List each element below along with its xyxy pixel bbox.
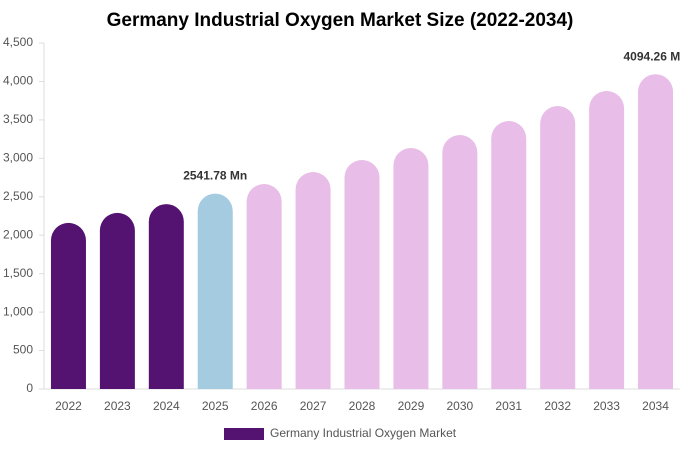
x-tick-label: 2027 — [300, 399, 327, 413]
chart-title: Germany Industrial Oxygen Market Size (2… — [107, 10, 574, 31]
bar — [197, 193, 233, 389]
x-tick-label: 2022 — [55, 399, 82, 413]
x-tick-label: 2028 — [349, 399, 376, 413]
bar — [638, 74, 674, 389]
y-tick-label: 3,000 — [3, 151, 33, 165]
y-tick-label: 0 — [26, 381, 33, 395]
x-tick-label: 2034 — [642, 399, 669, 413]
x-tick-label: 2024 — [153, 399, 180, 413]
x-tick-label: 2023 — [104, 399, 131, 413]
y-tick-label: 4,500 — [3, 35, 33, 49]
x-tick-label: 2025 — [202, 399, 229, 413]
legend-label: Germany Industrial Oxygen Market — [270, 426, 457, 440]
bar — [50, 222, 86, 389]
y-tick-label: 2,000 — [3, 227, 33, 241]
bar — [99, 212, 135, 389]
bar — [344, 160, 380, 389]
x-tick-label: 2032 — [544, 399, 571, 413]
bar — [246, 184, 282, 389]
y-tick-label: 1,500 — [3, 266, 33, 280]
x-tick-label: 2030 — [446, 399, 473, 413]
y-tick-label: 3,500 — [3, 112, 33, 126]
value-label: 2541.78 Mn — [183, 169, 247, 183]
y-tick-label: 1,000 — [3, 304, 33, 318]
bar — [393, 148, 429, 389]
bar — [442, 135, 478, 389]
bar — [540, 106, 576, 389]
y-tick-label: 2,500 — [3, 189, 33, 203]
x-tick-label: 2026 — [251, 399, 278, 413]
bar — [491, 121, 527, 389]
value-label: 4094.26 Mn — [624, 49, 680, 63]
legend-swatch — [224, 428, 264, 440]
x-tick-label: 2033 — [593, 399, 620, 413]
y-tick-label: 500 — [13, 343, 33, 357]
bar — [589, 91, 625, 390]
bar — [148, 204, 184, 389]
bar — [295, 172, 331, 389]
x-tick-label: 2029 — [398, 399, 425, 413]
x-tick-label: 2031 — [495, 399, 522, 413]
y-tick-label: 4,000 — [3, 74, 33, 88]
